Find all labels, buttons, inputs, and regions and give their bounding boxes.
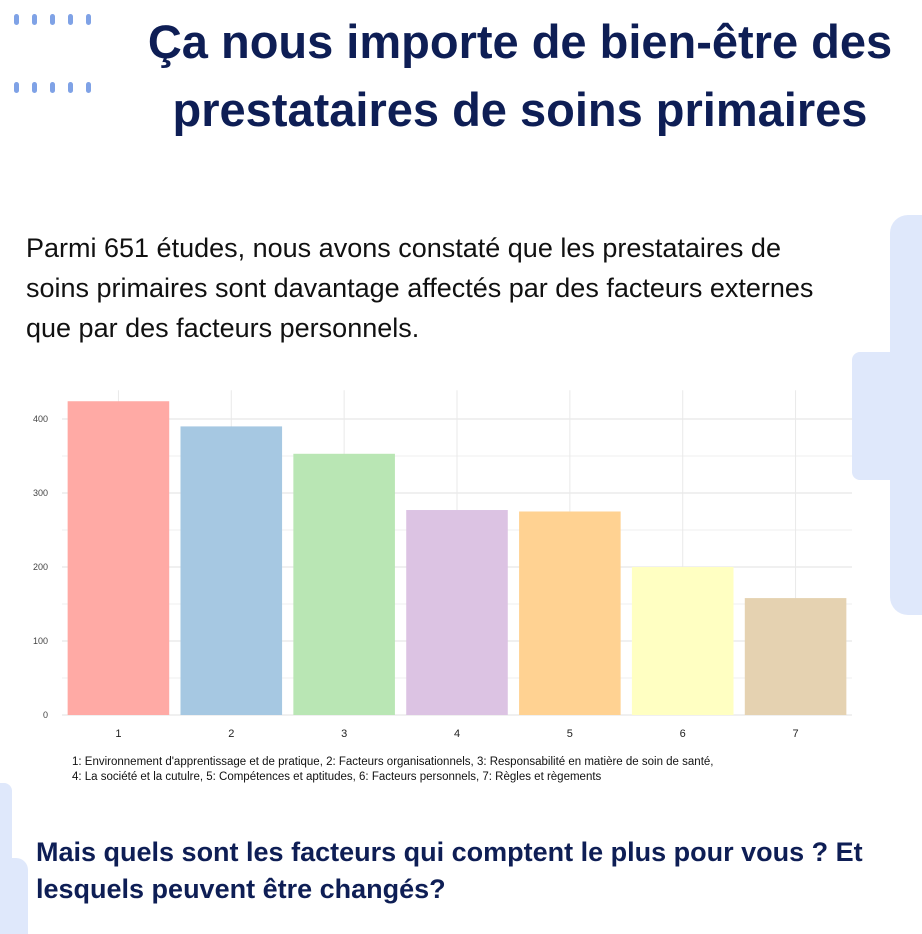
y-tick-label: 0 bbox=[43, 710, 48, 720]
chart-legend-line-2: 4: La société et la cutulre, 5: Compéten… bbox=[72, 771, 602, 783]
y-tick-label: 400 bbox=[33, 414, 48, 424]
y-tick-label: 300 bbox=[33, 488, 48, 498]
bar-2 bbox=[180, 426, 283, 715]
bar-7 bbox=[744, 598, 847, 715]
decorative-dots-top bbox=[14, 12, 104, 30]
intro-text: Parmi 651 études, nous avons constaté qu… bbox=[26, 233, 814, 343]
bar-4 bbox=[406, 510, 508, 715]
x-tick-label-4: 4 bbox=[454, 728, 460, 740]
chart-legend-line-1: 1: Environnement d'apprentissage et de p… bbox=[72, 756, 714, 768]
page-title: Ça nous importe de bien-être des prestat… bbox=[147, 15, 893, 136]
bar-6 bbox=[631, 567, 734, 715]
bar-3 bbox=[293, 453, 395, 715]
chart-ticks: 0 100 200 300 400 1 2 3 4 5 6 7 bbox=[33, 414, 799, 740]
x-tick-label-1: 1 bbox=[115, 728, 121, 740]
chart-bars bbox=[67, 401, 847, 715]
x-tick-label-7: 7 bbox=[793, 728, 799, 740]
chart-legend: 1: Environnement d'apprentissage et de p… bbox=[72, 755, 852, 785]
decorative-shape-right-middle bbox=[852, 352, 922, 480]
x-tick-label-3: 3 bbox=[341, 728, 347, 740]
x-tick-label-6: 6 bbox=[680, 728, 686, 740]
decorative-shape-left-bottom bbox=[0, 858, 28, 934]
x-tick-label-2: 2 bbox=[228, 728, 234, 740]
bar-1 bbox=[67, 401, 170, 715]
closing-question: Mais quels sont les facteurs qui compten… bbox=[36, 837, 863, 904]
x-tick-label-5: 5 bbox=[567, 728, 573, 740]
bar-chart: 0 100 200 300 400 1 2 3 4 5 6 7 bbox=[33, 390, 852, 740]
decorative-dots-bottom bbox=[14, 80, 104, 98]
y-tick-label: 200 bbox=[33, 562, 48, 572]
bar-5 bbox=[519, 511, 621, 715]
y-tick-label: 100 bbox=[33, 636, 48, 646]
